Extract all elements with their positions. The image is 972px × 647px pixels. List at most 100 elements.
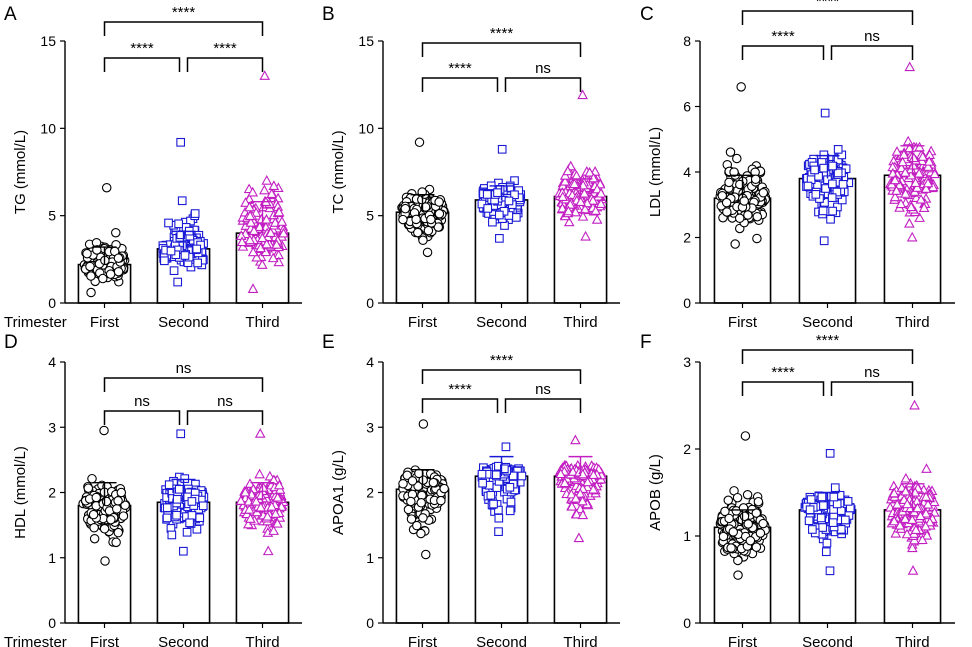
data-point [906,231,918,242]
data-point [235,495,247,505]
data-point [82,248,92,259]
data-point [488,217,497,227]
data-point [889,174,901,185]
data-point [270,508,281,518]
data-point [732,153,742,164]
data-point [820,108,830,118]
data-point [720,506,730,517]
data-point [406,514,417,524]
data-point [92,245,102,255]
data-point [254,468,265,479]
y-tick-label: 4 [48,354,56,370]
data-point [247,283,259,293]
data-point [261,238,273,249]
data-point [828,161,837,171]
data-point [732,492,743,503]
scatter-first [79,182,130,298]
data-point [728,527,739,537]
data-point [904,142,915,153]
data-point [187,511,197,520]
data-point [505,506,515,516]
data-point [822,538,832,548]
data-point [817,492,827,502]
data-point [245,513,256,523]
data-point [112,504,122,514]
data-point [752,233,762,244]
data-point [907,565,919,575]
data-point [917,534,928,545]
panel-letter: E [322,332,335,353]
data-point [98,273,108,284]
data-point [745,535,756,546]
data-point [172,494,182,504]
data-point [718,531,729,542]
data-point [87,473,97,484]
data-point [590,205,601,215]
data-point [563,205,574,216]
panel-letter: D [4,332,18,353]
data-point [920,183,932,193]
y-axis-label: TC (mmol/L) [330,130,347,213]
data-point [753,496,764,507]
data-point [426,214,436,225]
data-point [751,542,762,552]
significance-bracket: **** [103,40,181,72]
data-point [910,177,921,187]
data-point [240,197,251,207]
data-point [416,498,426,508]
data-point [566,500,578,511]
data-point [900,188,911,198]
significance-bracket: ns [186,393,264,425]
data-point [251,251,262,262]
data-point [804,516,814,526]
data-point [100,556,110,566]
significance-label: **** [448,60,472,77]
data-point [828,518,838,527]
x-tick-label: Second [802,634,853,647]
data-point [505,482,515,492]
data-point [923,155,935,166]
data-point [571,508,582,519]
y-tick-label: 6 [683,99,691,115]
data-point [821,184,830,193]
data-point [272,491,283,502]
data-point [493,188,502,198]
data-point [898,149,910,159]
y-tick-label: 0 [683,615,691,631]
data-point [278,227,289,238]
data-point [187,497,197,506]
scatter-first [397,137,449,258]
data-point [180,251,190,260]
data-point [245,217,257,227]
significance-label: ns [535,381,551,398]
data-point [407,476,418,486]
data-point [836,525,846,534]
data-point [921,529,933,540]
data-point [273,206,285,217]
significance-bracket: **** [103,4,264,36]
data-point [929,168,941,179]
significance-bracket: **** [421,352,582,384]
data-point [495,234,504,243]
data-point [167,530,177,540]
data-point [418,235,428,246]
x-tick-label: Third [895,314,929,331]
data-point [740,431,751,441]
data-point [489,499,498,509]
data-point [729,167,739,177]
data-point [758,518,768,529]
y-tick-label: 5 [366,208,374,224]
data-point [113,266,124,277]
data-point [921,463,932,473]
significance-label: ns [864,364,880,381]
data-point [828,179,837,189]
data-point [907,542,918,553]
data-point [723,495,734,506]
significance-bracket: **** [421,60,499,92]
x-tick-label: Second [476,634,527,647]
significance-bracket: **** [741,332,914,364]
data-point [890,527,902,538]
scatter-first [715,82,771,249]
data-point [730,239,740,249]
panel-a: A First Second Third 0 5 10 15 TG (mmol/L) Trimes… [4,4,302,331]
